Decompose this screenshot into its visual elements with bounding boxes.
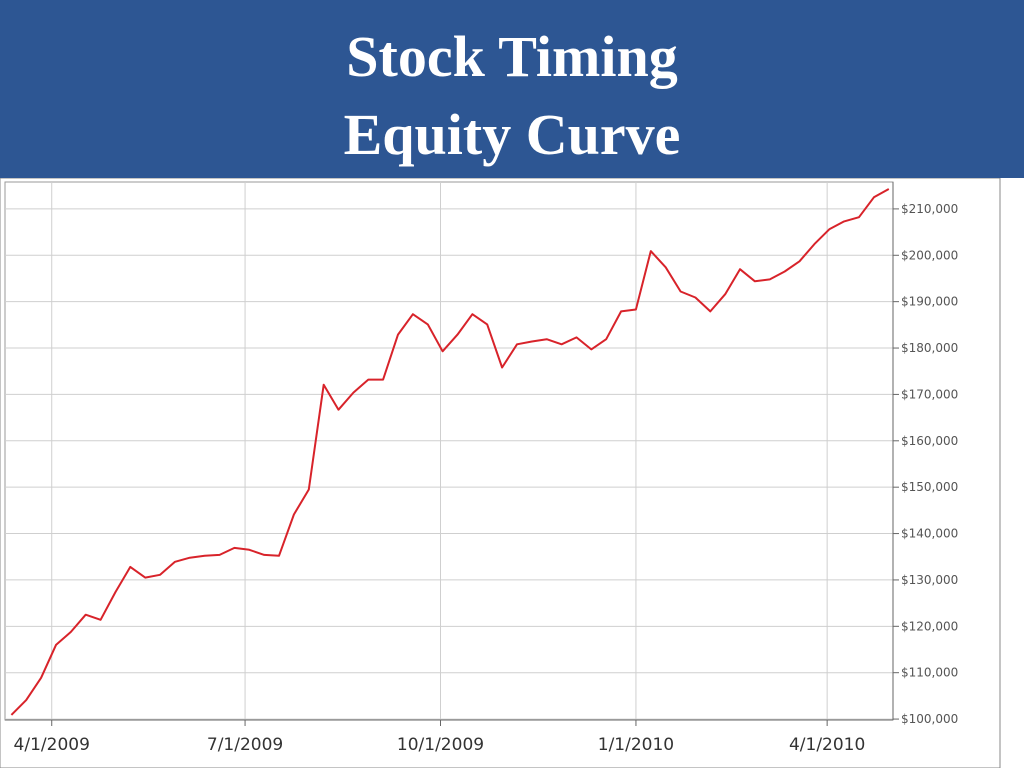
chart: $100,000 $110,000 $120,000 $130,000 $140,000… [0,178,1001,768]
title-banner: Stock Timing Equity Curve [0,0,1024,178]
y-tick-label: $140,000 [901,527,958,541]
y-tick-label: $120,000 [901,619,958,633]
y-tick-label: $130,000 [901,573,958,587]
y-tick-label: $110,000 [901,666,958,680]
slide-title-line: Stock Timing [346,24,678,89]
y-tick-label: $100,000 [901,712,958,726]
y-tick-label: $170,000 [901,387,958,401]
x-tick-label: 4/1/2010 [789,735,865,755]
x-tick-label: 7/1/2009 [207,735,283,755]
plot-area [4,181,894,721]
y-tick-label: $160,000 [901,434,958,448]
y-tick-label: $180,000 [901,341,958,355]
x-tick-label: 10/1/2009 [397,735,484,755]
x-tick-label: 4/1/2009 [14,735,90,755]
y-tick-label: $190,000 [901,295,958,309]
equity-line [10,188,890,716]
x-tick-label: 1/1/2010 [598,735,674,755]
y-tick-label: $150,000 [901,480,958,494]
y-tick-label: $210,000 [901,202,958,216]
slide-title-line: Equity Curve [343,102,681,167]
y-tick-label: $200,000 [901,248,958,262]
